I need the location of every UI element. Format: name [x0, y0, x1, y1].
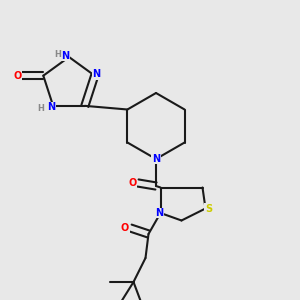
- Text: N: N: [152, 154, 160, 164]
- Text: H: H: [55, 50, 62, 59]
- Text: H: H: [37, 104, 44, 113]
- Text: N: N: [155, 208, 163, 218]
- Text: O: O: [128, 178, 137, 188]
- Text: O: O: [14, 71, 22, 81]
- Text: N: N: [61, 50, 70, 61]
- Text: O: O: [121, 223, 129, 233]
- Text: N: N: [48, 102, 56, 112]
- Text: S: S: [205, 203, 212, 214]
- Text: N: N: [92, 69, 100, 79]
